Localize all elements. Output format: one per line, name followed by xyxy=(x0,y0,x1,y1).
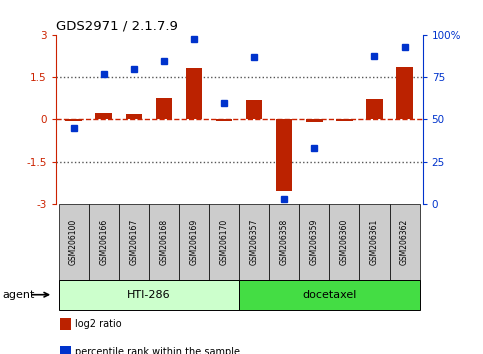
Bar xyxy=(185,68,202,120)
Bar xyxy=(306,120,323,122)
Text: GSM206169: GSM206169 xyxy=(189,218,199,265)
Text: GSM206357: GSM206357 xyxy=(250,218,258,265)
Bar xyxy=(359,204,389,280)
Text: GSM206167: GSM206167 xyxy=(129,218,138,265)
Bar xyxy=(96,113,112,120)
Bar xyxy=(389,204,420,280)
Bar xyxy=(299,204,329,280)
Text: GSM206360: GSM206360 xyxy=(340,218,349,265)
Bar xyxy=(58,280,239,310)
Text: GSM206359: GSM206359 xyxy=(310,218,319,265)
Bar xyxy=(179,204,209,280)
Text: GSM206362: GSM206362 xyxy=(400,218,409,265)
Bar xyxy=(246,100,262,120)
Bar xyxy=(396,67,413,120)
Bar xyxy=(276,120,293,191)
Bar xyxy=(216,120,232,121)
Bar xyxy=(336,120,353,121)
Text: HTI-286: HTI-286 xyxy=(127,290,170,300)
Text: log2 ratio: log2 ratio xyxy=(75,319,122,329)
Bar xyxy=(156,98,172,120)
Text: docetaxel: docetaxel xyxy=(302,290,356,300)
Bar xyxy=(119,204,149,280)
Text: GSM206166: GSM206166 xyxy=(99,218,108,265)
Bar xyxy=(269,204,299,280)
Text: GSM206170: GSM206170 xyxy=(220,218,228,265)
Bar xyxy=(239,204,269,280)
Text: GDS2971 / 2.1.7.9: GDS2971 / 2.1.7.9 xyxy=(56,19,177,33)
Bar xyxy=(149,204,179,280)
Bar xyxy=(209,204,239,280)
Text: GSM206361: GSM206361 xyxy=(370,218,379,265)
Text: GSM206168: GSM206168 xyxy=(159,218,169,265)
Text: GSM206358: GSM206358 xyxy=(280,218,289,265)
Text: agent: agent xyxy=(2,290,35,300)
Bar xyxy=(366,99,383,120)
Bar xyxy=(239,280,420,310)
Bar xyxy=(126,114,142,120)
Bar xyxy=(89,204,119,280)
Bar xyxy=(60,318,71,330)
Bar xyxy=(329,204,359,280)
Bar xyxy=(58,204,89,280)
Text: GSM206100: GSM206100 xyxy=(69,218,78,265)
Bar xyxy=(60,346,71,354)
Text: percentile rank within the sample: percentile rank within the sample xyxy=(75,347,240,354)
Bar xyxy=(65,120,82,121)
